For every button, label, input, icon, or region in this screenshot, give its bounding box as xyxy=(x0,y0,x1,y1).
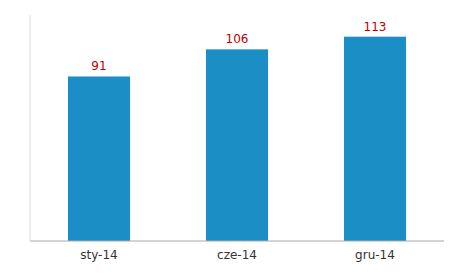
data-label: 106 xyxy=(226,32,249,46)
data-label: 91 xyxy=(91,59,106,73)
bars xyxy=(68,37,406,241)
bar xyxy=(344,37,406,241)
data-label: 113 xyxy=(364,20,387,34)
x-tick-label: sty-14 xyxy=(80,248,117,262)
y-axis-line xyxy=(30,15,31,241)
chart-svg: sty-14 cze-14 gru-14 91 106 113 xyxy=(0,0,459,277)
x-tick-label: cze-14 xyxy=(217,248,257,262)
x-axis-line xyxy=(30,241,444,242)
x-tick-label: gru-14 xyxy=(355,248,395,262)
chart-container: sty-14 cze-14 gru-14 91 106 113 xyxy=(0,0,459,277)
bar xyxy=(206,49,268,241)
bar xyxy=(68,76,130,241)
